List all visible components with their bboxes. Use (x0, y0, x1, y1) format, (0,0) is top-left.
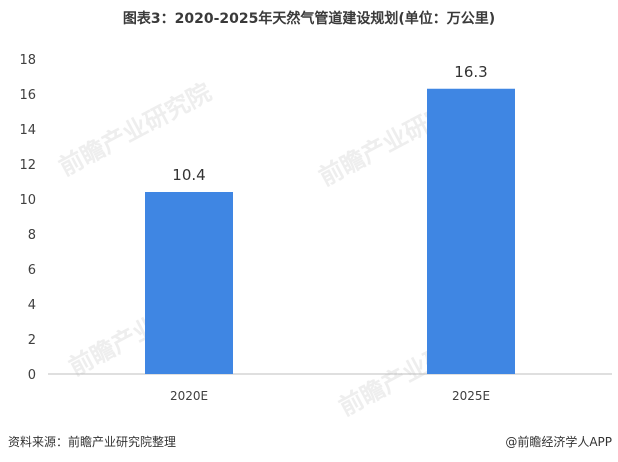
y-tick-label: 14 (19, 123, 36, 138)
y-tick-label: 12 (19, 158, 36, 173)
y-tick-label: 10 (19, 193, 36, 208)
y-tick-label: 6 (28, 263, 36, 278)
source-note: 资料来源：前瞻产业研究院整理 (8, 435, 177, 449)
y-tick-label: 18 (19, 53, 36, 68)
x-tick-label: 2025E (452, 389, 490, 403)
y-tick-label: 0 (28, 368, 36, 383)
bar (145, 192, 233, 374)
y-tick-label: 16 (19, 88, 36, 103)
y-tick-label: 8 (28, 228, 36, 243)
bar (427, 88, 515, 374)
data-label: 16.3 (454, 63, 487, 81)
brand-note: @前瞻经济学人APP (505, 435, 612, 449)
y-tick-label: 4 (28, 298, 36, 313)
chart-title: 图表3：2020-2025年天然气管道建设规划(单位：万公里) (122, 11, 496, 27)
x-tick-label: 2020E (170, 389, 208, 403)
data-label: 10.4 (172, 166, 205, 184)
y-tick-label: 2 (28, 333, 36, 348)
